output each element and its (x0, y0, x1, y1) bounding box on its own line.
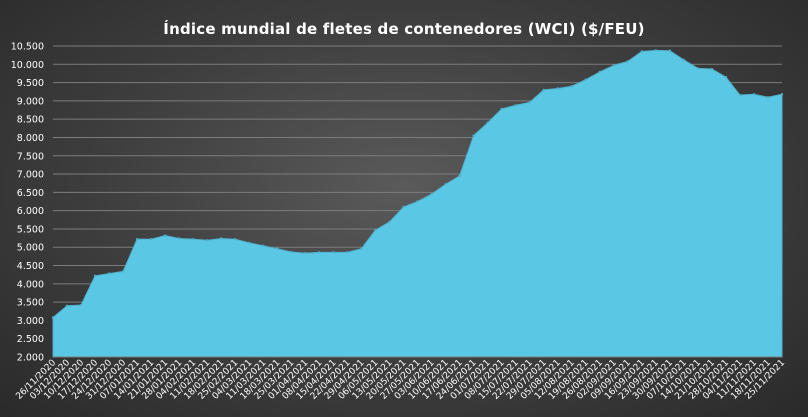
data-point (668, 49, 672, 52)
plot-area (51, 49, 784, 358)
y-tick-label: 4.500 (17, 261, 44, 272)
data-point (220, 237, 223, 240)
data-point (514, 104, 517, 107)
data-point (135, 237, 139, 241)
y-tick-label: 7.000 (17, 170, 44, 181)
data-point (640, 50, 644, 53)
data-point (626, 60, 629, 63)
y-tick-label: 7.500 (17, 151, 44, 162)
y-tick-label: 6.500 (17, 188, 44, 199)
data-point (107, 272, 111, 275)
data-point (388, 220, 391, 224)
data-point (206, 239, 209, 242)
data-point (121, 270, 125, 273)
y-tick-label: 2.500 (17, 334, 44, 345)
data-point (724, 75, 728, 79)
y-tick-label: 10.500 (11, 42, 44, 53)
data-point (93, 274, 97, 277)
y-tick-label: 5.000 (17, 243, 44, 254)
chart-title: Índice mundial de fletes de contenedores… (163, 20, 645, 38)
data-point (682, 58, 686, 62)
data-point (710, 67, 714, 71)
data-point (51, 316, 55, 319)
data-point (360, 247, 363, 250)
y-tick-label: 9.000 (17, 96, 44, 107)
data-point (430, 192, 433, 196)
y-tick-label: 6.000 (17, 206, 44, 217)
y-tick-label: 5.500 (17, 224, 44, 235)
data-point (458, 174, 461, 178)
y-tick-label: 4.000 (17, 279, 44, 290)
data-point (79, 303, 83, 307)
data-point (234, 237, 237, 241)
y-tick-label: 2.000 (17, 353, 44, 364)
data-point (570, 85, 573, 88)
y-tick-label: 10.000 (11, 60, 44, 71)
data-point (472, 134, 475, 137)
data-point (738, 93, 742, 97)
data-point (332, 251, 335, 254)
data-point (584, 78, 587, 81)
data-point (654, 49, 658, 52)
y-tick-label: 3.000 (17, 316, 44, 327)
data-point (416, 200, 419, 203)
data-point (290, 250, 293, 254)
data-point (374, 228, 377, 232)
data-point (542, 88, 545, 92)
data-point (598, 70, 601, 74)
data-point (444, 183, 447, 186)
data-point (612, 64, 615, 67)
data-point (262, 244, 265, 247)
data-point (486, 121, 489, 125)
data-point (318, 251, 321, 254)
data-point (556, 87, 559, 90)
data-point (276, 247, 279, 250)
data-point (346, 251, 349, 254)
x-axis: 26/11/202003/12/202010/12/202017/12/2020… (14, 356, 787, 402)
data-point (149, 237, 153, 241)
data-point (752, 93, 756, 96)
y-tick-label: 8.000 (17, 133, 44, 144)
y-tick-label: 9.500 (17, 78, 44, 89)
data-point (248, 241, 251, 245)
data-point (696, 67, 700, 70)
data-point (65, 304, 69, 307)
data-point (163, 234, 167, 237)
y-tick-label: 8.500 (17, 115, 44, 126)
data-point (402, 205, 405, 209)
data-point (528, 101, 531, 104)
area-series (52, 49, 783, 358)
y-tick-label: 3.500 (17, 298, 44, 309)
data-point (500, 107, 503, 111)
data-point (766, 96, 770, 99)
data-point (304, 251, 307, 255)
data-point (191, 237, 195, 241)
data-point (780, 93, 784, 96)
y-axis: 2.000 2.500 3.000 3.500 4.000 4.500 5.000 5.500… (11, 42, 44, 364)
data-point (177, 237, 181, 240)
